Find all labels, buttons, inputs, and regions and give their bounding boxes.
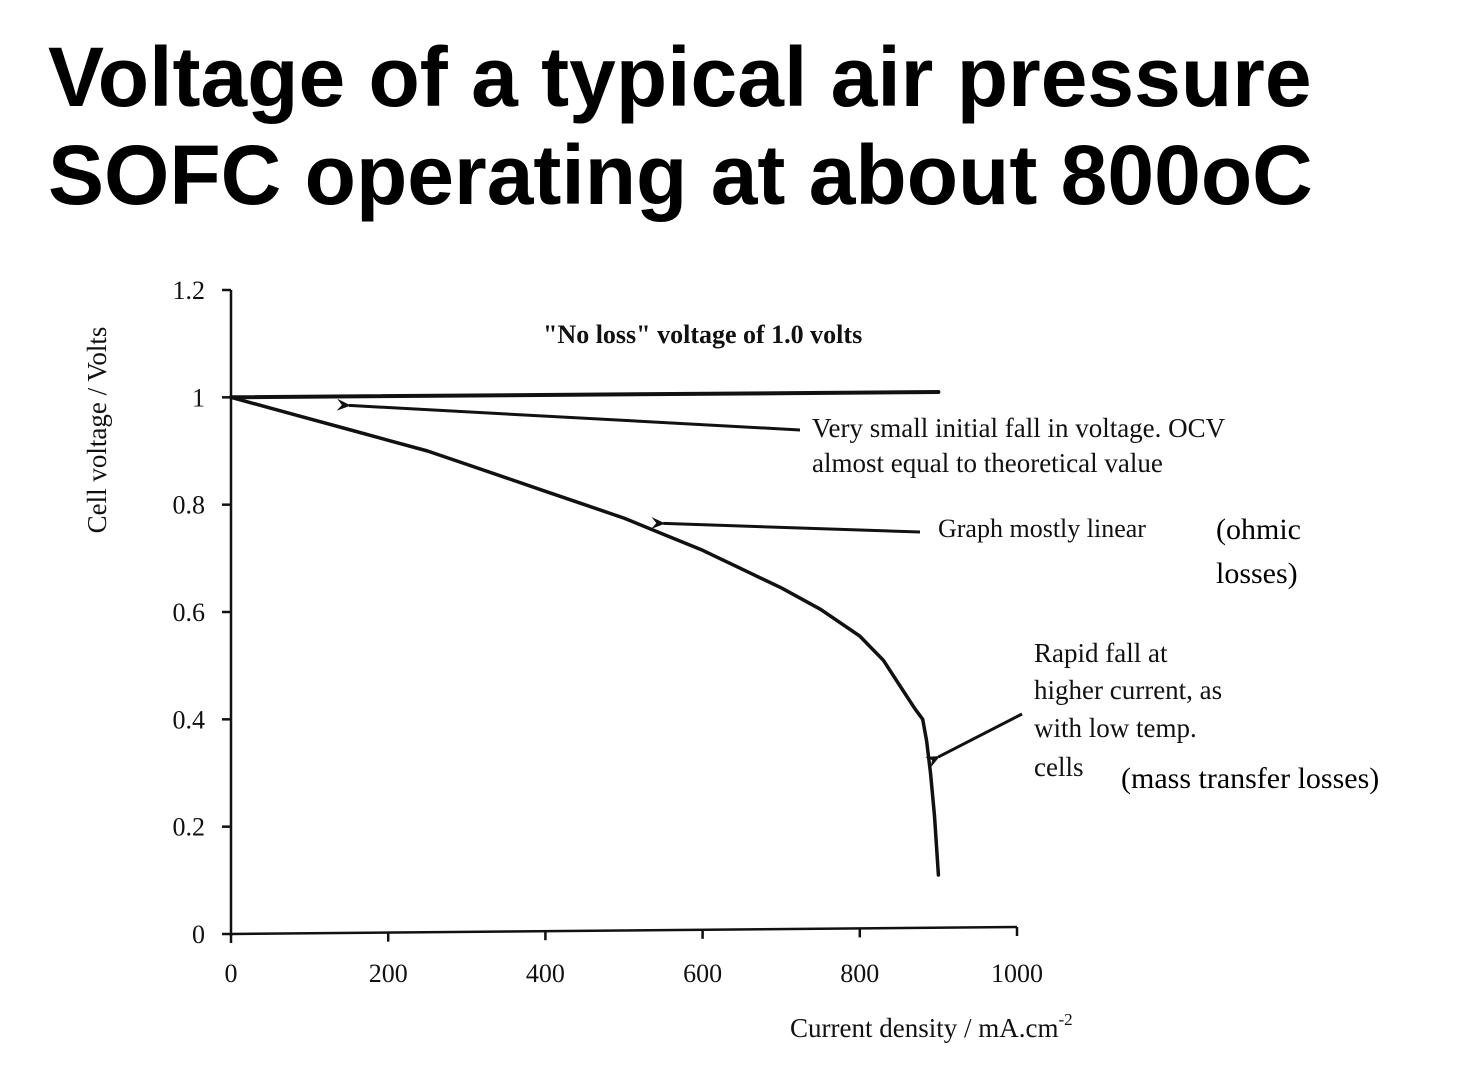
x-axis-label: Current density / mA.cm-2 <box>790 1010 1073 1043</box>
y-tick-label: 0.8 <box>173 491 206 520</box>
annotation-rapid-line-2: higher current, as <box>1034 675 1222 705</box>
annotation-linear-arrow <box>651 517 921 534</box>
annotation-rapid-line-3: with low temp. <box>1034 713 1197 743</box>
x-tick-label: 600 <box>683 959 722 988</box>
annotation-ocv-arrow <box>336 398 801 432</box>
x-axis-line <box>230 925 1018 936</box>
slide-title-line-2: SOFC operating at about 800oC <box>48 128 1313 222</box>
annotation-rapid-arrow <box>924 712 1023 768</box>
x-axis-label-exponent: -2 <box>1058 1010 1072 1029</box>
y-axis-label: Cell voltage / Volts <box>82 327 112 534</box>
annotation-rapid-line-1: Rapid fall at <box>1034 638 1168 668</box>
y-tick-label: 0.2 <box>173 813 206 842</box>
x-tick-label: 200 <box>369 959 408 988</box>
y-tick-label: 1.2 <box>173 276 206 305</box>
annotation-ohmic-line-2: losses) <box>1216 557 1298 590</box>
y-axis-ticks: 0 0.2 0.4 0.6 0.8 1 1.2 <box>173 276 231 949</box>
slide-title: Voltage of a typical air pressure SOFC o… <box>48 28 1448 224</box>
annotation-ocv-line-1: Very small initial fall in voltage. OCV <box>812 413 1226 443</box>
series-cell-voltage-line <box>229 395 941 877</box>
x-tick-label: 400 <box>526 959 565 988</box>
annotation-rapid-line-4: cells <box>1034 752 1083 782</box>
annotation-no-loss: "No loss" voltage of 1.0 volts <box>543 320 862 349</box>
annotation-linear: Graph mostly linear <box>938 514 1146 543</box>
x-tick-label: 1000 <box>991 959 1043 988</box>
y-tick-label: 1 <box>192 383 205 412</box>
x-axis-label-main: Current density / mA.cm <box>790 1013 1058 1043</box>
annotation-mass-transfer: (mass transfer losses) <box>1121 762 1379 795</box>
y-tick-label: 0.4 <box>173 705 206 734</box>
slide-title-line-1: Voltage of a typical air pressure <box>48 30 1312 124</box>
annotation-ohmic-line-1: (ohmic <box>1216 513 1301 546</box>
x-tick-label: 0 <box>225 959 238 988</box>
y-tick-label: 0 <box>192 920 205 949</box>
x-tick-label: 800 <box>840 959 879 988</box>
series-layer <box>229 390 941 877</box>
annotation-ocv-line-2: almost equal to theoretical value <box>812 448 1163 478</box>
x-axis-ticks: 0 200 400 600 800 1000 <box>225 927 1043 988</box>
y-tick-label: 0.6 <box>173 598 206 627</box>
series-no-loss-line <box>229 390 941 400</box>
